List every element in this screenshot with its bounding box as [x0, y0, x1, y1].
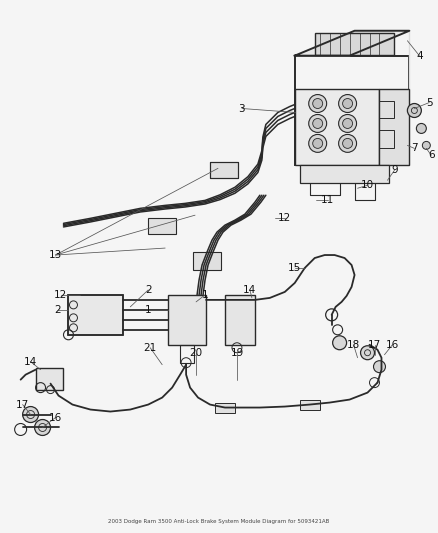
Circle shape	[417, 124, 426, 133]
Bar	[68, 295, 124, 335]
Text: 9: 9	[391, 165, 398, 175]
Circle shape	[343, 99, 353, 109]
Circle shape	[339, 134, 357, 152]
Bar	[215, 402, 235, 413]
Circle shape	[339, 94, 357, 112]
Text: 14: 14	[243, 285, 257, 295]
Text: 15: 15	[288, 263, 301, 273]
Bar	[295, 55, 410, 165]
Text: 11: 11	[321, 195, 334, 205]
Text: 16: 16	[386, 340, 399, 350]
Text: 5: 5	[426, 98, 433, 108]
Bar	[295, 88, 379, 165]
Bar	[168, 295, 206, 345]
Bar	[148, 218, 176, 234]
Circle shape	[422, 141, 430, 149]
Text: 12: 12	[54, 290, 67, 300]
Circle shape	[332, 336, 346, 350]
Bar	[35, 368, 64, 390]
Text: 17: 17	[16, 400, 29, 409]
Text: 2: 2	[145, 285, 152, 295]
Bar	[379, 101, 395, 118]
Text: 17: 17	[368, 340, 381, 350]
Bar	[379, 88, 410, 165]
Bar	[314, 33, 395, 55]
Bar	[225, 295, 255, 345]
Text: 21: 21	[144, 343, 157, 353]
Circle shape	[313, 99, 323, 109]
Circle shape	[309, 134, 327, 152]
Text: 14: 14	[24, 357, 37, 367]
Text: 18: 18	[347, 340, 360, 350]
Circle shape	[313, 118, 323, 128]
Bar	[68, 295, 124, 335]
Text: 2003 Dodge Ram 3500 Anti-Lock Brake System Module Diagram for 5093421AB: 2003 Dodge Ram 3500 Anti-Lock Brake Syst…	[108, 519, 330, 524]
Circle shape	[343, 118, 353, 128]
Text: 20: 20	[190, 348, 203, 358]
Text: 19: 19	[230, 348, 244, 358]
Circle shape	[339, 115, 357, 132]
Circle shape	[360, 346, 374, 360]
Bar	[210, 163, 238, 178]
Text: 1: 1	[145, 305, 152, 315]
Circle shape	[343, 139, 353, 148]
Text: 6: 6	[428, 150, 434, 160]
Circle shape	[374, 361, 385, 373]
Bar	[180, 345, 194, 362]
Circle shape	[309, 94, 327, 112]
Bar	[300, 400, 320, 409]
Bar	[379, 131, 395, 148]
Text: 13: 13	[49, 250, 62, 260]
Text: 12: 12	[278, 213, 291, 223]
Text: 10: 10	[361, 180, 374, 190]
Circle shape	[309, 115, 327, 132]
Bar	[300, 165, 389, 183]
Circle shape	[313, 139, 323, 148]
Circle shape	[35, 419, 50, 435]
Text: 7: 7	[411, 143, 418, 154]
Polygon shape	[295, 31, 410, 55]
Text: 3: 3	[239, 103, 245, 114]
Circle shape	[23, 407, 39, 423]
Text: 4: 4	[416, 51, 423, 61]
Text: 2: 2	[54, 305, 61, 315]
Text: 1: 1	[202, 290, 208, 300]
Circle shape	[407, 103, 421, 117]
Bar	[193, 252, 221, 270]
Text: 16: 16	[49, 413, 62, 423]
